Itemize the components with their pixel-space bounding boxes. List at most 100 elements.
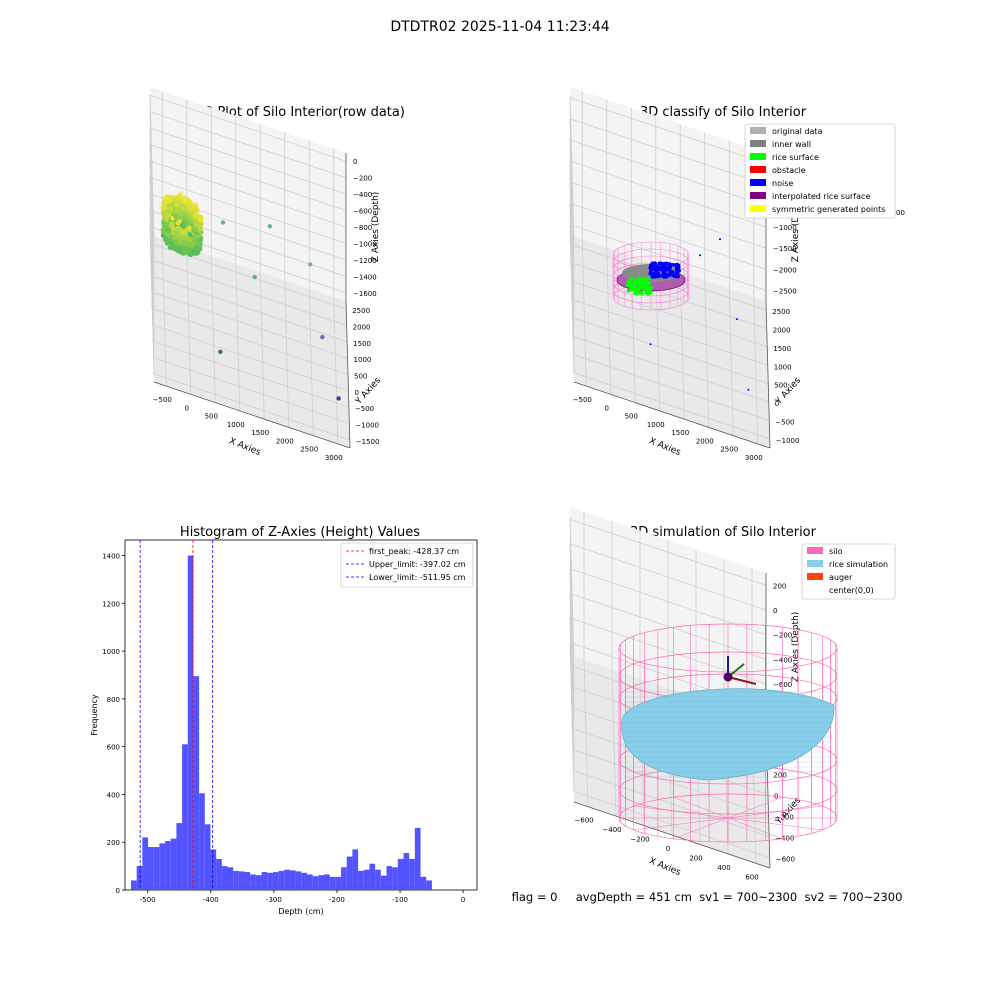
back-grid-z <box>149 111 347 179</box>
histogram-bar <box>153 847 160 890</box>
y-tick-label: 200 <box>773 772 786 780</box>
z-tick-label: 200 <box>773 582 786 590</box>
rice-surface-point <box>631 287 635 292</box>
x-tick-label: -100 <box>392 896 408 904</box>
z-tick-label: 0 <box>353 158 357 166</box>
x-axis-line <box>153 381 351 449</box>
rice-surface-point <box>628 278 632 283</box>
side-grid-z <box>569 642 575 790</box>
floor-grid-y <box>153 357 350 424</box>
histogram-bar <box>352 849 359 890</box>
x-tick-label: 3000 <box>745 454 763 462</box>
histogram-title: Histogram of Z-Axies (Height) Values <box>180 525 420 540</box>
auger-axis-x <box>727 676 757 685</box>
histogram-bar <box>301 872 307 890</box>
histogram-bar <box>284 869 290 890</box>
rice-surface-point <box>649 290 653 294</box>
raw-cluster-point <box>166 203 172 209</box>
y-tick-label: 1500 <box>773 345 791 353</box>
rice-surface-point <box>641 283 645 287</box>
raw-data-plot-title: 3D Plot of Silo Interior(row data) <box>195 105 405 120</box>
figure-suptitle: DTDTR02 2025-11-04 11:23:44 <box>390 19 609 35</box>
x-tick-label: 400 <box>717 864 730 872</box>
histogram-bar <box>386 866 393 890</box>
legend-label: inner wall <box>772 140 811 149</box>
y-tick-label: 1500 <box>353 340 371 348</box>
side-grid-z <box>149 226 155 374</box>
histogram-bar <box>380 875 387 890</box>
floor-grid-y <box>573 354 770 421</box>
rice-surface-point <box>637 276 641 280</box>
back-grid-z <box>149 177 347 244</box>
side-grid-z <box>569 203 575 351</box>
legend-label: obstacle <box>772 166 806 175</box>
rice-surface-point <box>644 287 649 291</box>
raw-cluster-point <box>184 210 190 216</box>
legend-label: auger <box>829 573 853 582</box>
classify-3d-plot: 3D classify of Silo Interior −500 0 500 100… <box>569 87 905 462</box>
x-tick-label: 2500 <box>300 446 318 454</box>
noise-point <box>649 266 653 271</box>
side-grid-z <box>149 177 155 325</box>
raw-cluster-point <box>181 224 187 230</box>
x-tick-label: 2000 <box>276 437 294 445</box>
x-axis-label: X Axies <box>227 436 262 458</box>
raw-cluster-point <box>193 233 199 239</box>
x-tick-label: −600 <box>574 817 593 825</box>
histogram-bar <box>318 875 325 890</box>
floor-grid-y <box>573 372 770 440</box>
floor-grid-y <box>571 280 768 348</box>
floor-grid-x <box>728 288 734 436</box>
legend-swatch <box>750 205 766 212</box>
raw-cluster-point <box>183 229 189 235</box>
raw-cluster-point <box>161 211 167 216</box>
y-tick-label: 1000 <box>774 363 792 371</box>
histogram-bar <box>289 870 296 890</box>
raw-cluster-point <box>192 208 198 214</box>
y-tick-label: 1200 <box>102 600 120 608</box>
noise-outlier <box>699 254 702 257</box>
histogram-bar <box>295 871 302 890</box>
legend-swatch <box>807 560 823 567</box>
raw-cluster-point <box>187 252 193 257</box>
floor-grid-y <box>573 791 770 858</box>
legend-swatch <box>750 153 766 160</box>
histogram-bar <box>306 874 313 890</box>
y-tick-label: 2000 <box>773 327 791 335</box>
noise-outlier <box>747 388 750 391</box>
y-tick-label: 500 <box>354 373 367 381</box>
raw-cluster-point <box>193 244 199 250</box>
noise-outlier <box>649 343 652 346</box>
legend-label: interpolated rice surface <box>772 192 870 201</box>
x-tick-label: 500 <box>205 413 218 421</box>
x-tick-label: 1500 <box>251 429 269 437</box>
legend-label: Upper_limit: -397.02 cm <box>369 560 466 569</box>
histogram-bar <box>261 872 268 890</box>
raw-outlier-point <box>308 262 313 267</box>
floor-grid-y <box>573 770 770 837</box>
histogram-bar <box>250 874 256 890</box>
side-grid-z <box>149 95 155 243</box>
back-grid-z <box>569 181 767 249</box>
histogram-bar <box>375 869 381 890</box>
y-tick-label: 600 <box>107 744 120 752</box>
floor-grid-y <box>151 308 349 375</box>
noise-outlier <box>719 238 721 241</box>
histogram-bar <box>324 874 330 890</box>
histogram-bar <box>392 867 398 890</box>
x-tick-label: 1500 <box>671 429 689 437</box>
z-tick-label: −1400 <box>353 273 377 281</box>
x-tick-label: 600 <box>745 873 758 881</box>
raw-cluster-point <box>186 225 192 231</box>
y-tick-label: 2000 <box>353 324 371 332</box>
histogram-bar <box>409 858 415 890</box>
rice-surface-point <box>646 292 650 296</box>
histogram-bar <box>414 827 421 890</box>
rice-surface-point <box>626 288 631 293</box>
back-grid-z <box>569 118 767 186</box>
histogram-bar <box>346 856 353 890</box>
legend-swatch <box>750 140 766 147</box>
x-tick-label: -200 <box>329 896 345 904</box>
back-grid-z <box>569 139 767 207</box>
x-tick-label: 0 <box>461 896 465 904</box>
